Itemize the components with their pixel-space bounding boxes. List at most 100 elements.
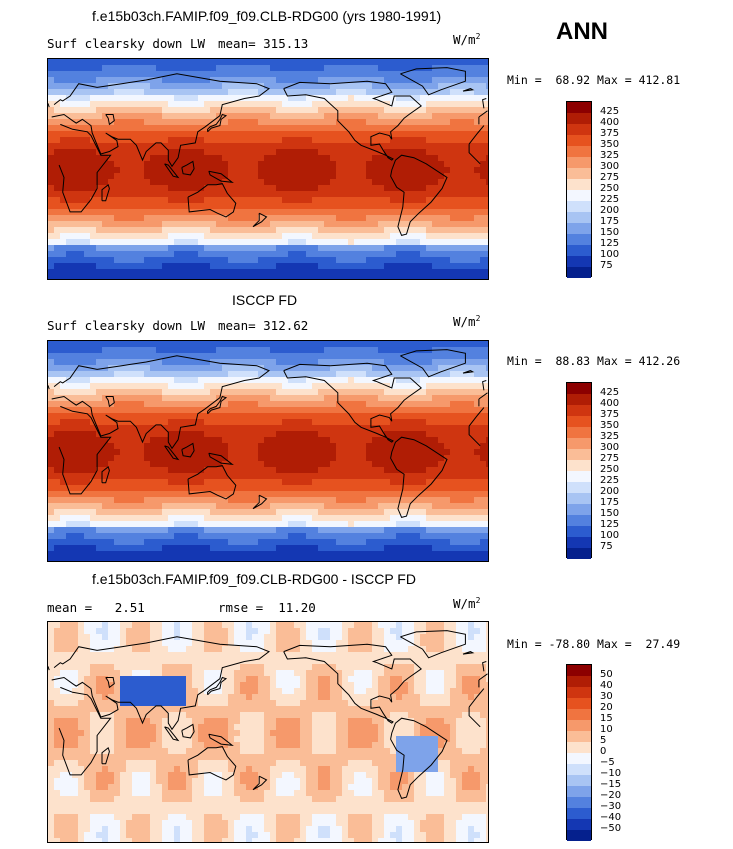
coastline bbox=[390, 436, 448, 518]
colorbar-swatch bbox=[567, 548, 591, 559]
colorbar-tick-label: −50 bbox=[600, 823, 622, 834]
colorbar-swatch bbox=[567, 753, 591, 764]
colorbar-swatch bbox=[567, 256, 591, 267]
colorbar-swatch bbox=[567, 146, 591, 157]
colorbar-swatch bbox=[567, 698, 591, 709]
colorbar-swatch bbox=[567, 709, 591, 720]
colorbar-tick-label: −40 bbox=[600, 812, 622, 823]
colorbar-swatch bbox=[567, 405, 591, 416]
colorbar-tick-label: −15 bbox=[600, 779, 622, 790]
coastline bbox=[181, 442, 195, 458]
coastline bbox=[58, 405, 485, 495]
colorbar-swatch bbox=[567, 764, 591, 775]
colorbar-tick-label: 75 bbox=[600, 541, 613, 552]
coastline bbox=[400, 630, 466, 659]
season-label: ANN bbox=[556, 18, 608, 45]
colorbar-swatch bbox=[567, 775, 591, 786]
panel-2-title: ISCCP FD bbox=[232, 292, 298, 308]
coastline bbox=[51, 636, 488, 731]
colorbar-swatch bbox=[567, 168, 591, 179]
field-cells bbox=[48, 341, 488, 561]
coastline bbox=[51, 73, 488, 168]
panel-1-mean: mean= 315.13 bbox=[218, 36, 309, 51]
colorbar-swatch bbox=[567, 808, 591, 819]
coastline bbox=[462, 651, 475, 655]
panel-3-colorbar bbox=[566, 664, 592, 841]
colorbar-tick-label: 175 bbox=[600, 497, 620, 508]
coastline bbox=[283, 362, 423, 443]
coastline bbox=[48, 98, 487, 109]
colorbar-swatch bbox=[567, 786, 591, 797]
colorbar-tick-label: 425 bbox=[600, 387, 620, 398]
coastline bbox=[400, 349, 466, 378]
colorbar-tick-label: 225 bbox=[600, 194, 620, 205]
colorbar-swatch bbox=[567, 190, 591, 201]
colorbar-swatch bbox=[567, 515, 591, 526]
panel-1-map-svg bbox=[48, 59, 488, 279]
panel-3-map bbox=[47, 621, 489, 843]
field-cells bbox=[48, 622, 488, 842]
coastline bbox=[48, 380, 487, 391]
coastline bbox=[187, 183, 237, 218]
colorbar-tick-label: 200 bbox=[600, 205, 620, 216]
coastline bbox=[390, 717, 448, 799]
panel-1-minmax: Min = 68.92 Max = 412.81 bbox=[507, 73, 681, 87]
colorbar-swatch bbox=[567, 212, 591, 223]
colorbar-swatch bbox=[567, 449, 591, 460]
panel-2-map-svg bbox=[48, 341, 488, 561]
panel-3-units: W/m2 bbox=[453, 596, 481, 612]
coastline bbox=[208, 170, 234, 183]
colorbar-tick-label: 100 bbox=[600, 530, 620, 541]
colorbar-swatch bbox=[567, 742, 591, 753]
coastline bbox=[207, 395, 228, 415]
coastline bbox=[101, 183, 110, 202]
coastline bbox=[58, 686, 485, 776]
colorbar-swatch bbox=[567, 438, 591, 449]
panel-1-units: W/m2 bbox=[453, 32, 481, 48]
coastline bbox=[164, 726, 180, 742]
panel-3-title: f.e15b03ch.FAMIP.f09_f09.CLB-RDG00 - ISC… bbox=[92, 571, 416, 587]
coastline bbox=[181, 160, 195, 176]
panel-2-minmax: Min = 88.83 Max = 412.26 bbox=[507, 354, 681, 368]
coastline bbox=[208, 733, 234, 746]
field-cells bbox=[48, 59, 488, 279]
coastline bbox=[283, 80, 423, 161]
coastline bbox=[207, 676, 228, 696]
coastline bbox=[283, 643, 423, 724]
colorbar-swatch bbox=[567, 113, 591, 124]
colorbar-tick-label: −10 bbox=[600, 768, 622, 779]
colorbar-swatch bbox=[567, 676, 591, 687]
panel-2-variable: Surf clearsky down LW bbox=[47, 318, 206, 333]
colorbar-swatch bbox=[567, 731, 591, 742]
colorbar-swatch bbox=[567, 394, 591, 405]
colorbar-tick-label: 225 bbox=[600, 475, 620, 486]
coastline bbox=[207, 113, 228, 133]
colorbar-swatch bbox=[567, 201, 591, 212]
colorbar-tick-label: 400 bbox=[600, 398, 620, 409]
coastline bbox=[390, 154, 448, 236]
colorbar-tick-label: 75 bbox=[600, 260, 613, 271]
colorbar-tick-label: 425 bbox=[600, 106, 620, 117]
coastline bbox=[101, 465, 110, 484]
colorbar-tick-label: 0 bbox=[600, 746, 607, 757]
colorbar-swatch bbox=[567, 504, 591, 515]
colorbar-swatch bbox=[567, 526, 591, 537]
coastlines bbox=[48, 67, 488, 236]
colorbar-tick-label: 5 bbox=[600, 735, 607, 746]
colorbar-tick-label: 250 bbox=[600, 464, 620, 475]
colorbar-tick-label: −5 bbox=[600, 757, 615, 768]
coastline bbox=[105, 677, 115, 689]
colorbar-tick-label: 275 bbox=[600, 172, 620, 183]
colorbar-swatch bbox=[567, 179, 591, 190]
colorbar-tick-label: 275 bbox=[600, 453, 620, 464]
colorbar-tick-label: 325 bbox=[600, 150, 620, 161]
colorbar-tick-label: 150 bbox=[600, 508, 620, 519]
colorbar-swatch bbox=[567, 234, 591, 245]
colorbar-swatch bbox=[567, 267, 591, 278]
panel-2-mean: mean= 312.62 bbox=[218, 318, 309, 333]
coastline bbox=[105, 114, 115, 126]
colorbar-tick-label: 375 bbox=[600, 128, 620, 139]
colorbar-swatch bbox=[567, 819, 591, 830]
colorbar-swatch bbox=[567, 482, 591, 493]
coastline bbox=[462, 370, 475, 374]
